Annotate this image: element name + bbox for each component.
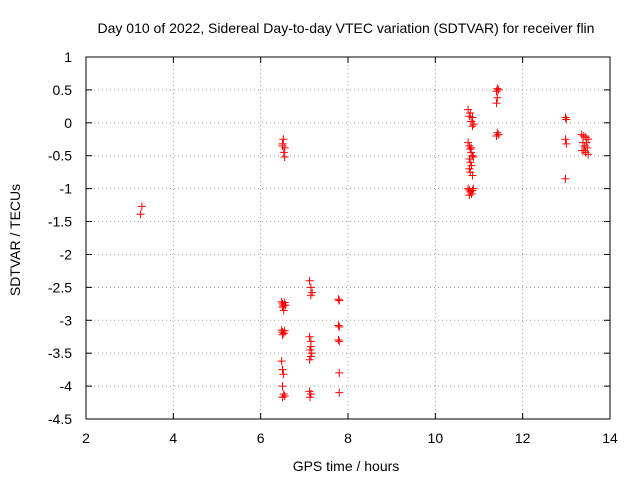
axis-ticks <box>85 56 611 420</box>
data-point <box>136 210 145 219</box>
data-point <box>280 143 289 152</box>
data-point <box>278 365 287 374</box>
data-point <box>584 150 593 159</box>
y-tick-label: -3.5 <box>48 345 72 361</box>
data-point <box>278 382 287 391</box>
x-tick-label: 10 <box>428 430 444 446</box>
data-point <box>280 153 289 162</box>
y-tick-label: 0 <box>64 115 72 131</box>
data-point <box>494 85 503 94</box>
data-point <box>335 322 344 331</box>
data-point <box>279 135 288 144</box>
data-point <box>137 202 146 211</box>
y-tick-label: -1 <box>60 181 73 197</box>
data-point <box>334 336 343 345</box>
y-tick-label: -2 <box>60 246 73 262</box>
data-point <box>335 388 344 397</box>
x-axis-label: GPS time / hours <box>293 458 400 474</box>
data-point <box>279 306 288 315</box>
data-point <box>281 301 290 310</box>
data-point <box>278 393 287 402</box>
data-point <box>584 135 593 144</box>
data-point <box>492 99 501 108</box>
data-point <box>465 141 474 150</box>
data-point <box>561 113 570 122</box>
data-point <box>305 332 314 341</box>
data-point <box>279 370 288 379</box>
data-point <box>335 337 344 346</box>
data-point <box>468 122 477 131</box>
grid-lines <box>86 57 610 419</box>
data-point <box>465 155 474 164</box>
data-point <box>465 164 474 173</box>
data-point <box>306 352 315 361</box>
data-point <box>306 393 315 402</box>
data-point <box>305 355 314 364</box>
x-tick-label: 2 <box>82 430 90 446</box>
data-point <box>306 389 315 398</box>
y-tick-label: -4.5 <box>48 411 72 427</box>
data-point <box>579 146 588 155</box>
data-point <box>335 296 344 305</box>
data-point <box>469 153 478 162</box>
data-point <box>469 120 478 129</box>
data-point <box>465 191 474 200</box>
x-tick-label: 8 <box>344 430 352 446</box>
y-tick-label: -1.5 <box>48 214 72 230</box>
x-tick-label: 12 <box>515 430 531 446</box>
x-tick-label: 6 <box>257 430 265 446</box>
x-tick-labels: 2 4 6 8 10 12 14 <box>82 430 618 446</box>
y-tick-label: -0.5 <box>48 148 72 164</box>
chart-title: Day 010 of 2022, Sidereal Day-to-day VTE… <box>98 20 595 36</box>
data-point <box>280 391 289 400</box>
data-point <box>306 342 315 351</box>
data-point <box>466 158 475 167</box>
data-point <box>468 113 477 122</box>
data-point <box>466 145 475 154</box>
data-point <box>467 143 476 152</box>
y-tick-label: -2.5 <box>48 279 72 295</box>
data-point <box>334 321 343 330</box>
y-tick-labels: 1 0.5 0 -0.5 -1 -1.5 -2 -2.5 -3 -3.5 -4 -4.5 <box>48 49 72 427</box>
data-point <box>279 389 288 398</box>
data-point <box>306 291 315 300</box>
data-point <box>335 368 344 377</box>
y-axis-label: SDTVAR / TECUs <box>7 184 23 296</box>
y-tick-label: -3 <box>60 312 73 328</box>
y-tick-label: 1 <box>64 49 72 65</box>
data-point <box>494 130 503 139</box>
data-point <box>562 139 571 148</box>
data-point <box>493 128 502 137</box>
data-point <box>562 115 571 124</box>
data-point <box>466 108 475 117</box>
data-point <box>561 174 570 183</box>
data-point <box>307 349 316 358</box>
x-tick-label: 14 <box>602 430 618 446</box>
data-point <box>334 295 343 304</box>
data-points <box>136 84 593 402</box>
data-point <box>492 131 501 140</box>
data-point <box>464 138 473 147</box>
data-point <box>306 283 315 292</box>
x-tick-label: 4 <box>169 430 177 446</box>
data-point <box>279 148 288 157</box>
data-point <box>278 141 287 150</box>
plot-frame <box>85 56 611 420</box>
data-point <box>277 357 286 366</box>
data-point <box>469 184 478 193</box>
y-tick-label: -4 <box>60 378 73 394</box>
data-point <box>468 171 477 180</box>
data-point <box>582 138 591 147</box>
data-point <box>278 330 287 339</box>
data-point <box>305 276 314 285</box>
data-point <box>493 93 502 102</box>
y-tick-label: 0.5 <box>53 82 73 98</box>
data-point <box>561 135 570 144</box>
data-point <box>306 345 315 354</box>
data-point <box>468 186 477 195</box>
